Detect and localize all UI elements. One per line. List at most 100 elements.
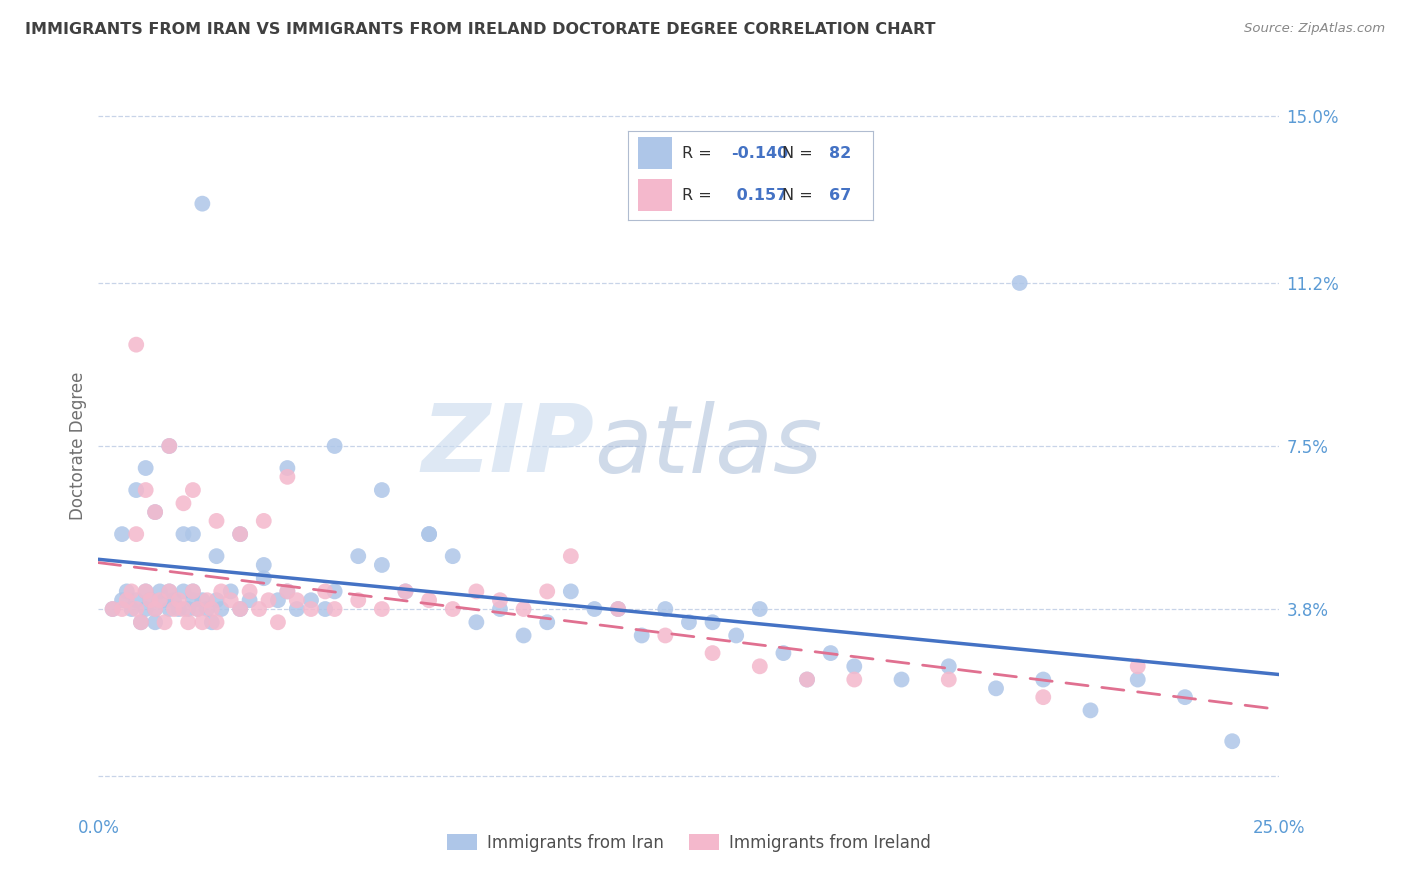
- Point: [607, 602, 630, 616]
- Point: [205, 514, 228, 528]
- Point: [157, 439, 180, 453]
- Point: [267, 593, 290, 607]
- Point: [172, 584, 194, 599]
- Point: [276, 461, 298, 475]
- Point: [418, 527, 440, 541]
- Text: ZIP: ZIP: [422, 400, 595, 492]
- Bar: [638, 179, 672, 211]
- Point: [219, 584, 242, 599]
- Point: [205, 593, 228, 607]
- Text: atlas: atlas: [595, 401, 823, 491]
- Point: [512, 602, 534, 616]
- Point: [177, 615, 200, 630]
- Point: [135, 483, 157, 497]
- Point: [125, 593, 148, 607]
- Text: 0.157: 0.157: [731, 188, 787, 202]
- Point: [111, 593, 134, 607]
- Point: [285, 602, 308, 616]
- Point: [725, 628, 748, 642]
- Point: [371, 558, 394, 572]
- Y-axis label: Doctorate Degree: Doctorate Degree: [69, 372, 87, 520]
- Point: [314, 584, 336, 599]
- Point: [181, 584, 204, 599]
- Text: N =: N =: [782, 146, 818, 161]
- Point: [938, 673, 960, 687]
- Point: [702, 646, 724, 660]
- Bar: [638, 137, 672, 169]
- Point: [1126, 673, 1149, 687]
- Point: [163, 602, 186, 616]
- Point: [143, 602, 166, 616]
- Point: [394, 584, 416, 599]
- Text: Source: ZipAtlas.com: Source: ZipAtlas.com: [1244, 22, 1385, 36]
- Point: [654, 602, 676, 616]
- Text: N =: N =: [782, 188, 818, 202]
- Point: [844, 673, 866, 687]
- Point: [125, 602, 148, 616]
- Point: [153, 593, 176, 607]
- Point: [536, 615, 558, 630]
- Point: [209, 602, 232, 616]
- Point: [796, 673, 818, 687]
- Point: [201, 615, 224, 630]
- Point: [489, 593, 512, 607]
- Point: [630, 628, 652, 642]
- Point: [229, 602, 252, 616]
- Point: [135, 584, 157, 599]
- Point: [157, 584, 180, 599]
- Point: [748, 602, 770, 616]
- Point: [347, 593, 370, 607]
- Point: [143, 615, 166, 630]
- Point: [115, 584, 138, 599]
- Point: [143, 505, 166, 519]
- Point: [135, 461, 157, 475]
- Point: [101, 602, 124, 616]
- Point: [149, 584, 172, 599]
- Point: [139, 593, 162, 607]
- Point: [229, 527, 252, 541]
- Point: [125, 527, 148, 541]
- Point: [583, 602, 606, 616]
- Point: [418, 527, 440, 541]
- Point: [135, 584, 157, 599]
- Point: [890, 673, 912, 687]
- Point: [129, 615, 152, 630]
- Point: [111, 602, 134, 616]
- Point: [267, 615, 290, 630]
- Point: [844, 659, 866, 673]
- Point: [314, 602, 336, 616]
- Point: [276, 584, 298, 599]
- Point: [219, 593, 242, 607]
- Point: [512, 628, 534, 642]
- Legend: Immigrants from Iran, Immigrants from Ireland: Immigrants from Iran, Immigrants from Ir…: [440, 827, 938, 858]
- Point: [253, 514, 276, 528]
- Point: [678, 615, 700, 630]
- Point: [418, 593, 440, 607]
- Point: [163, 593, 186, 607]
- Point: [772, 646, 794, 660]
- Point: [125, 337, 148, 351]
- Point: [253, 558, 276, 572]
- Point: [654, 628, 676, 642]
- Point: [239, 593, 262, 607]
- Point: [181, 483, 204, 497]
- Point: [172, 602, 194, 616]
- Point: [195, 602, 218, 616]
- Point: [139, 593, 162, 607]
- Point: [111, 527, 134, 541]
- Point: [143, 602, 166, 616]
- Point: [157, 439, 180, 453]
- Point: [796, 673, 818, 687]
- Point: [172, 496, 194, 510]
- Point: [560, 584, 582, 599]
- Point: [441, 602, 464, 616]
- Point: [247, 602, 270, 616]
- Point: [253, 571, 276, 585]
- Point: [984, 681, 1007, 696]
- Text: 82: 82: [830, 146, 851, 161]
- Point: [371, 602, 394, 616]
- Point: [229, 527, 252, 541]
- Point: [323, 602, 346, 616]
- Point: [748, 659, 770, 673]
- Text: -0.140: -0.140: [731, 146, 789, 161]
